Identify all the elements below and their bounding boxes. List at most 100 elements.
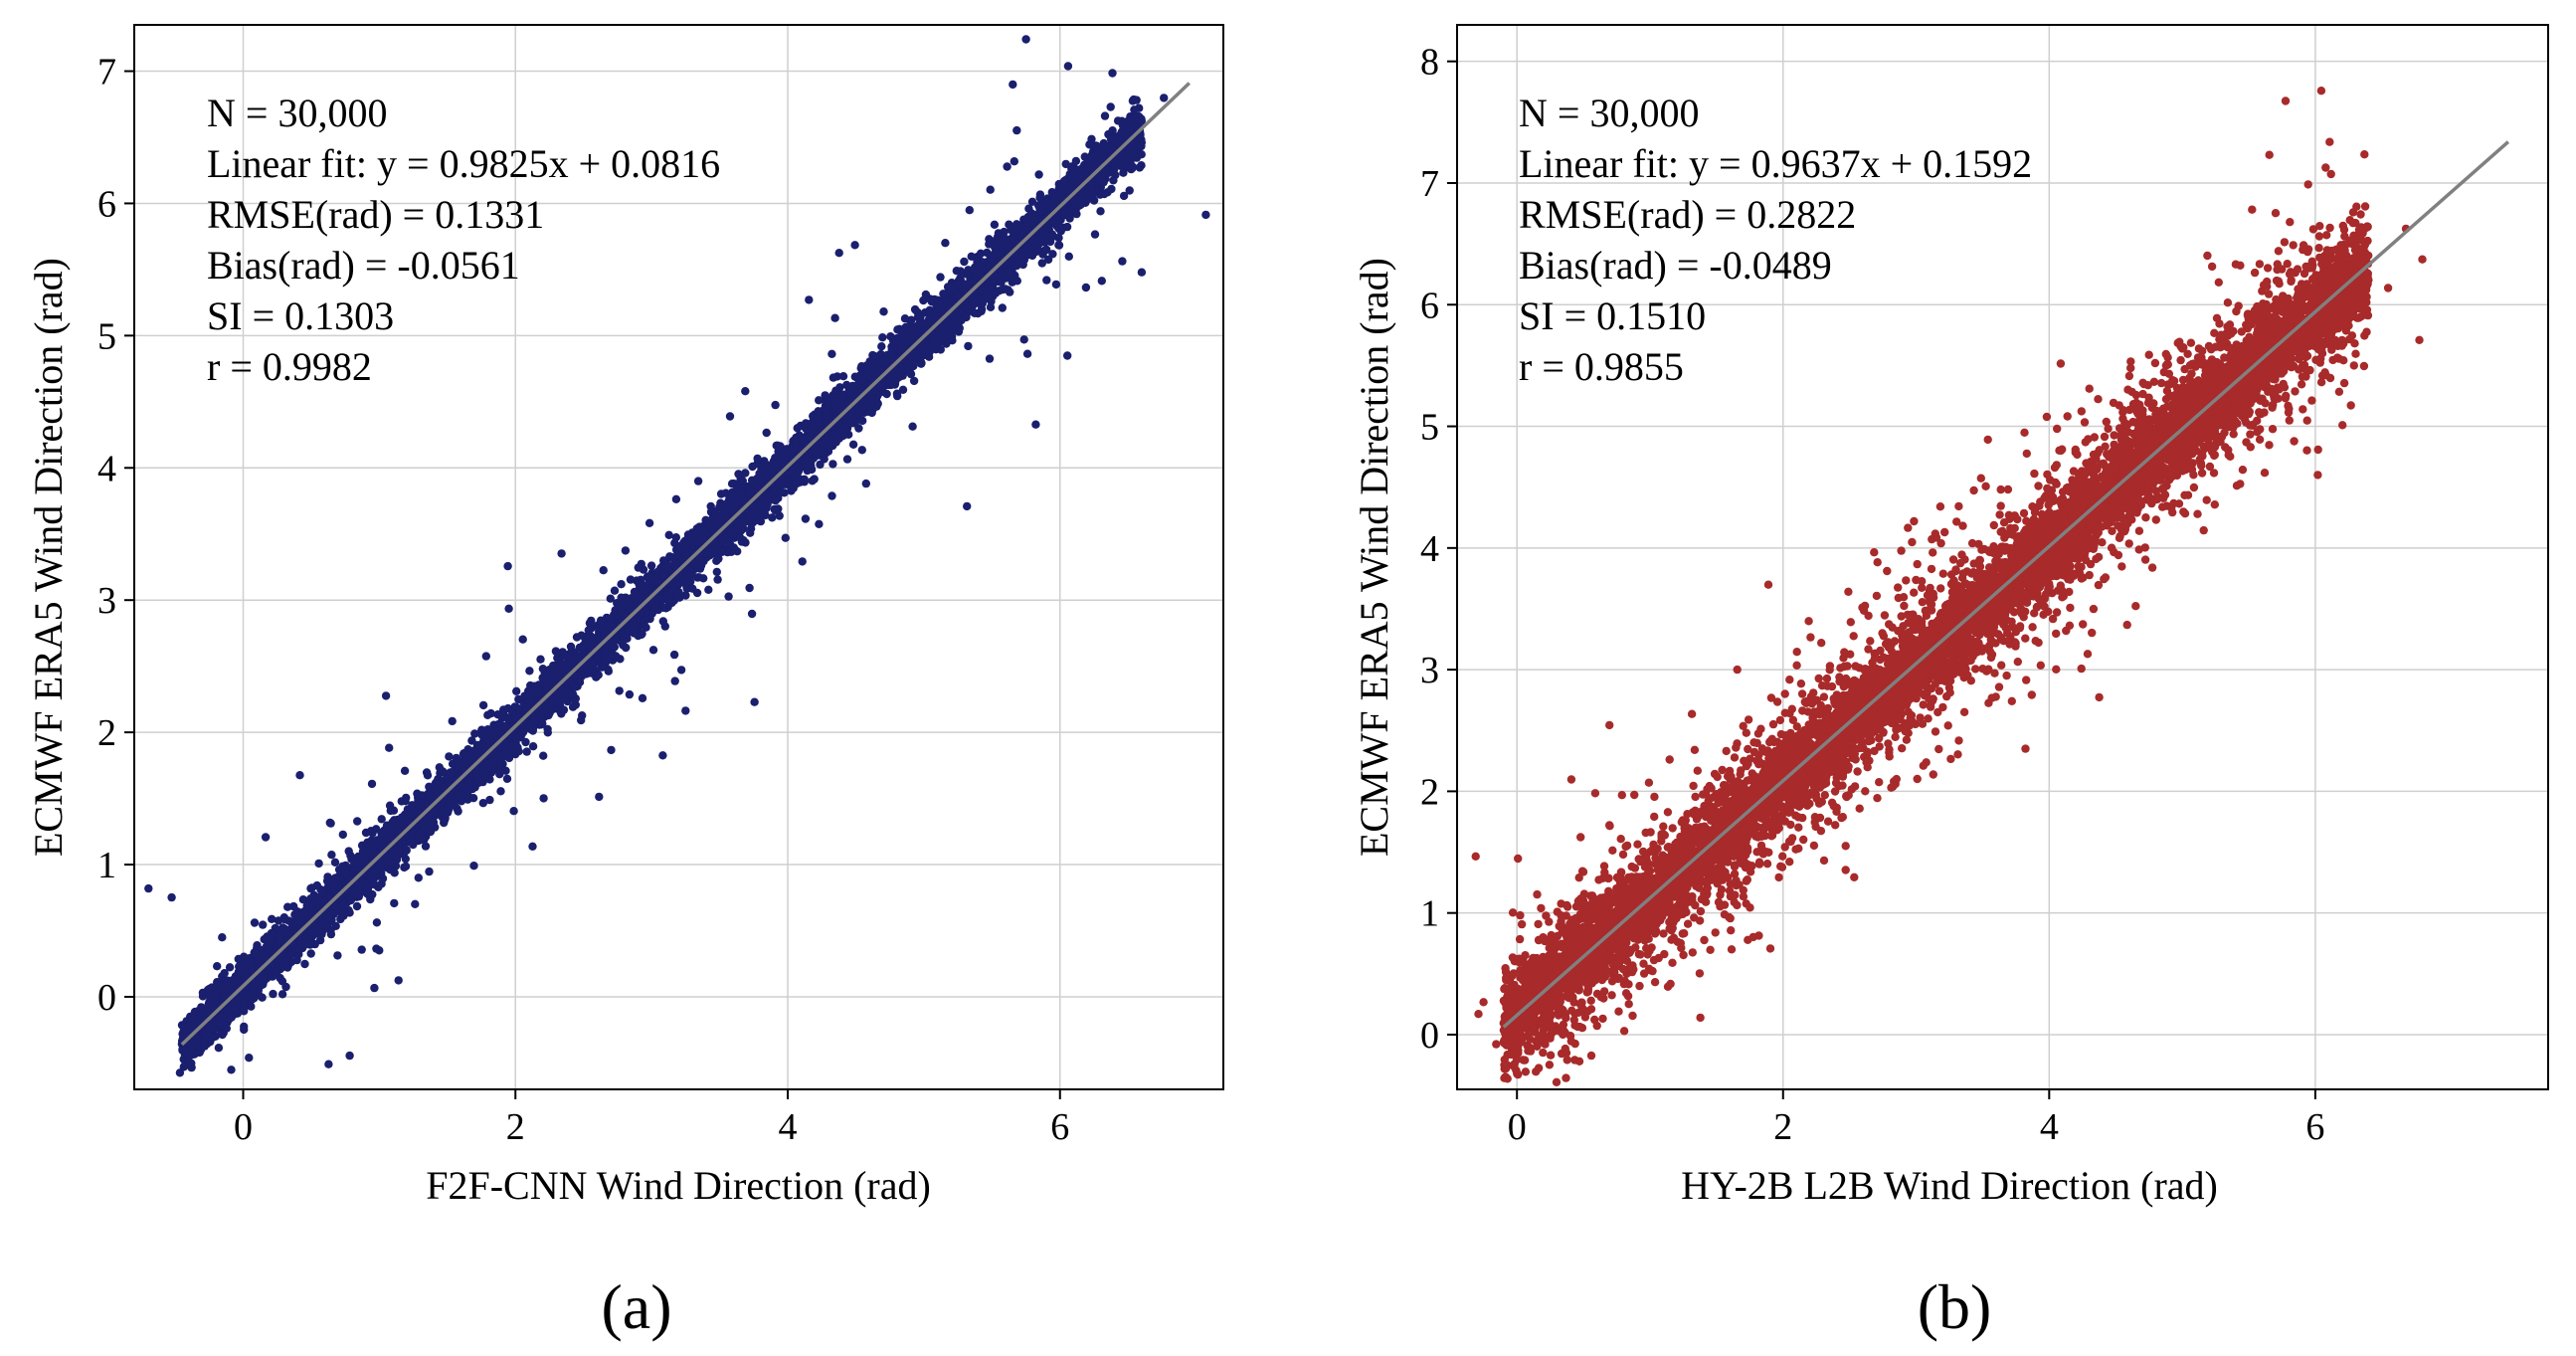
data-point xyxy=(390,898,399,908)
data-point xyxy=(394,976,403,985)
data-point xyxy=(798,557,807,566)
data-point xyxy=(372,918,382,927)
data-point xyxy=(353,817,362,826)
data-point xyxy=(1054,241,1064,250)
data-point xyxy=(762,428,771,438)
data-point xyxy=(879,307,888,316)
data-point xyxy=(936,273,945,282)
data-point xyxy=(963,501,972,511)
data-point xyxy=(503,561,512,571)
data-point xyxy=(1010,157,1018,166)
data-point xyxy=(838,372,848,381)
data-point xyxy=(828,373,838,382)
data-point xyxy=(306,949,315,958)
data-point xyxy=(985,354,995,363)
data-point xyxy=(370,983,379,993)
data-point xyxy=(1125,186,1134,195)
data-point xyxy=(568,702,578,711)
data-point xyxy=(1042,276,1051,285)
data-point xyxy=(385,743,394,752)
data-point xyxy=(539,751,548,760)
data-point xyxy=(401,862,411,871)
data-point xyxy=(422,768,432,777)
data-point xyxy=(986,302,996,311)
data-point xyxy=(314,859,323,869)
data-point xyxy=(909,376,919,386)
data-point xyxy=(1012,125,1021,135)
data-point xyxy=(528,842,537,851)
data-point xyxy=(572,633,582,642)
data-point xyxy=(327,851,336,860)
data-point xyxy=(268,914,276,923)
data-point xyxy=(1009,80,1017,90)
data-point xyxy=(345,1051,354,1061)
data-point xyxy=(693,477,703,485)
data-point xyxy=(381,691,391,700)
data-point xyxy=(261,833,271,842)
data-point xyxy=(326,929,336,939)
data-point xyxy=(908,422,917,431)
data-point xyxy=(594,671,603,679)
data-point xyxy=(1201,210,1210,220)
data-point xyxy=(496,787,505,796)
data-point xyxy=(1100,111,1110,120)
data-point xyxy=(478,700,488,710)
data-point xyxy=(986,185,995,194)
data-point xyxy=(1137,268,1147,277)
data-point xyxy=(1021,35,1030,44)
data-point xyxy=(724,592,733,601)
data-point xyxy=(414,873,423,882)
data-point xyxy=(525,667,534,676)
data-point xyxy=(658,617,667,626)
data-point xyxy=(357,945,366,954)
data-point xyxy=(882,389,891,399)
data-point xyxy=(551,647,561,656)
data-point xyxy=(277,977,287,986)
data-point xyxy=(300,959,309,969)
data-point xyxy=(998,303,1007,312)
data-point xyxy=(828,349,836,358)
data-point xyxy=(1064,252,1074,261)
data-point xyxy=(1108,69,1117,78)
data-point xyxy=(960,257,969,267)
data-point xyxy=(518,635,527,644)
data-point xyxy=(245,1054,254,1063)
data-point xyxy=(1081,283,1091,292)
data-point xyxy=(1063,351,1072,360)
data-point xyxy=(521,737,530,747)
data-point xyxy=(850,241,859,250)
data-point xyxy=(658,751,667,760)
data-point xyxy=(400,766,410,775)
data-point xyxy=(1031,420,1040,429)
data-point xyxy=(848,440,858,449)
data-point xyxy=(1090,230,1100,239)
data-point xyxy=(504,604,513,613)
data-point xyxy=(539,794,548,803)
data-point xyxy=(1096,207,1105,216)
data-point xyxy=(502,774,512,783)
data-point xyxy=(528,742,538,751)
data-point xyxy=(324,1060,333,1068)
data-point xyxy=(842,455,852,464)
data-point xyxy=(240,1022,249,1032)
data-point xyxy=(964,341,973,351)
data-point xyxy=(800,475,809,484)
data-point xyxy=(648,646,658,655)
data-point xyxy=(704,585,713,594)
data-point xyxy=(815,519,824,528)
data-point xyxy=(625,689,635,699)
data-point xyxy=(801,514,811,523)
data-point xyxy=(681,706,690,715)
data-point xyxy=(941,239,950,248)
data-point xyxy=(745,583,754,593)
data-point xyxy=(599,566,608,575)
data-point xyxy=(615,686,624,695)
data-point xyxy=(713,575,722,584)
data-point xyxy=(771,400,780,410)
data-point xyxy=(805,295,814,304)
data-point xyxy=(606,594,615,603)
data-point xyxy=(425,867,434,876)
data-point xyxy=(861,479,870,488)
